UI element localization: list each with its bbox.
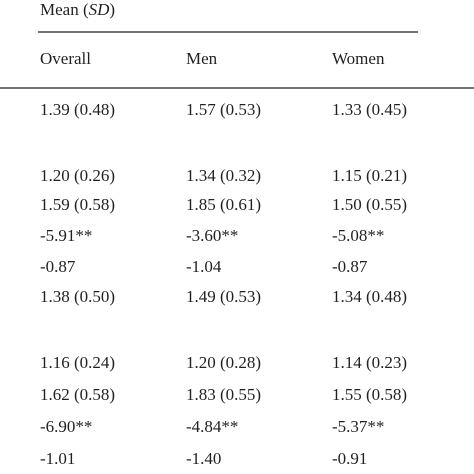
cell: -5.37** [332,417,384,436]
cell: 1.16 (0.24) [40,353,115,372]
column-header: Men [186,49,218,68]
cell: -0.87 [40,257,76,276]
cell: -6.90** [40,417,92,436]
cell: 1.57 (0.53) [186,100,261,119]
cell: 1.20 (0.26) [40,166,115,185]
cell: 1.49 (0.53) [186,287,261,306]
cell: 1.34 (0.32) [186,166,261,185]
cell: -1.04 [186,257,222,276]
column-header: Overall [40,49,91,68]
header-part: SD [89,0,111,19]
cell: -1.40 [186,449,221,468]
cell: 1.39 (0.48) [40,100,115,119]
cell: -1.01 [40,449,75,468]
cell: 1.34 (0.48) [332,287,407,306]
cell: -4.84** [186,417,238,436]
cell: 1.55 (0.58) [332,385,407,404]
cell: -0.91 [332,449,367,468]
cell: -5.08** [332,226,384,245]
cell: -5.91** [40,226,92,245]
cell: -3.60** [186,226,238,245]
cell: -0.87 [332,257,368,276]
cell: 1.50 (0.55) [332,195,407,214]
cell: 1.85 (0.61) [186,195,261,214]
cell: 1.83 (0.55) [186,385,261,404]
cell: 1.15 (0.21) [332,166,407,185]
cell: 1.20 (0.28) [186,353,261,372]
cell: 1.33 (0.45) [332,100,407,119]
header-part: ) [109,0,115,19]
cell: 1.62 (0.58) [40,385,115,404]
cell: 1.14 (0.23) [332,353,407,372]
cell: 1.59 (0.58) [40,195,115,214]
table-header: Mean (SD) [40,0,115,19]
cell: 1.38 (0.50) [40,287,115,306]
column-header: Women [332,49,385,68]
header-part: Mean ( [40,0,89,19]
